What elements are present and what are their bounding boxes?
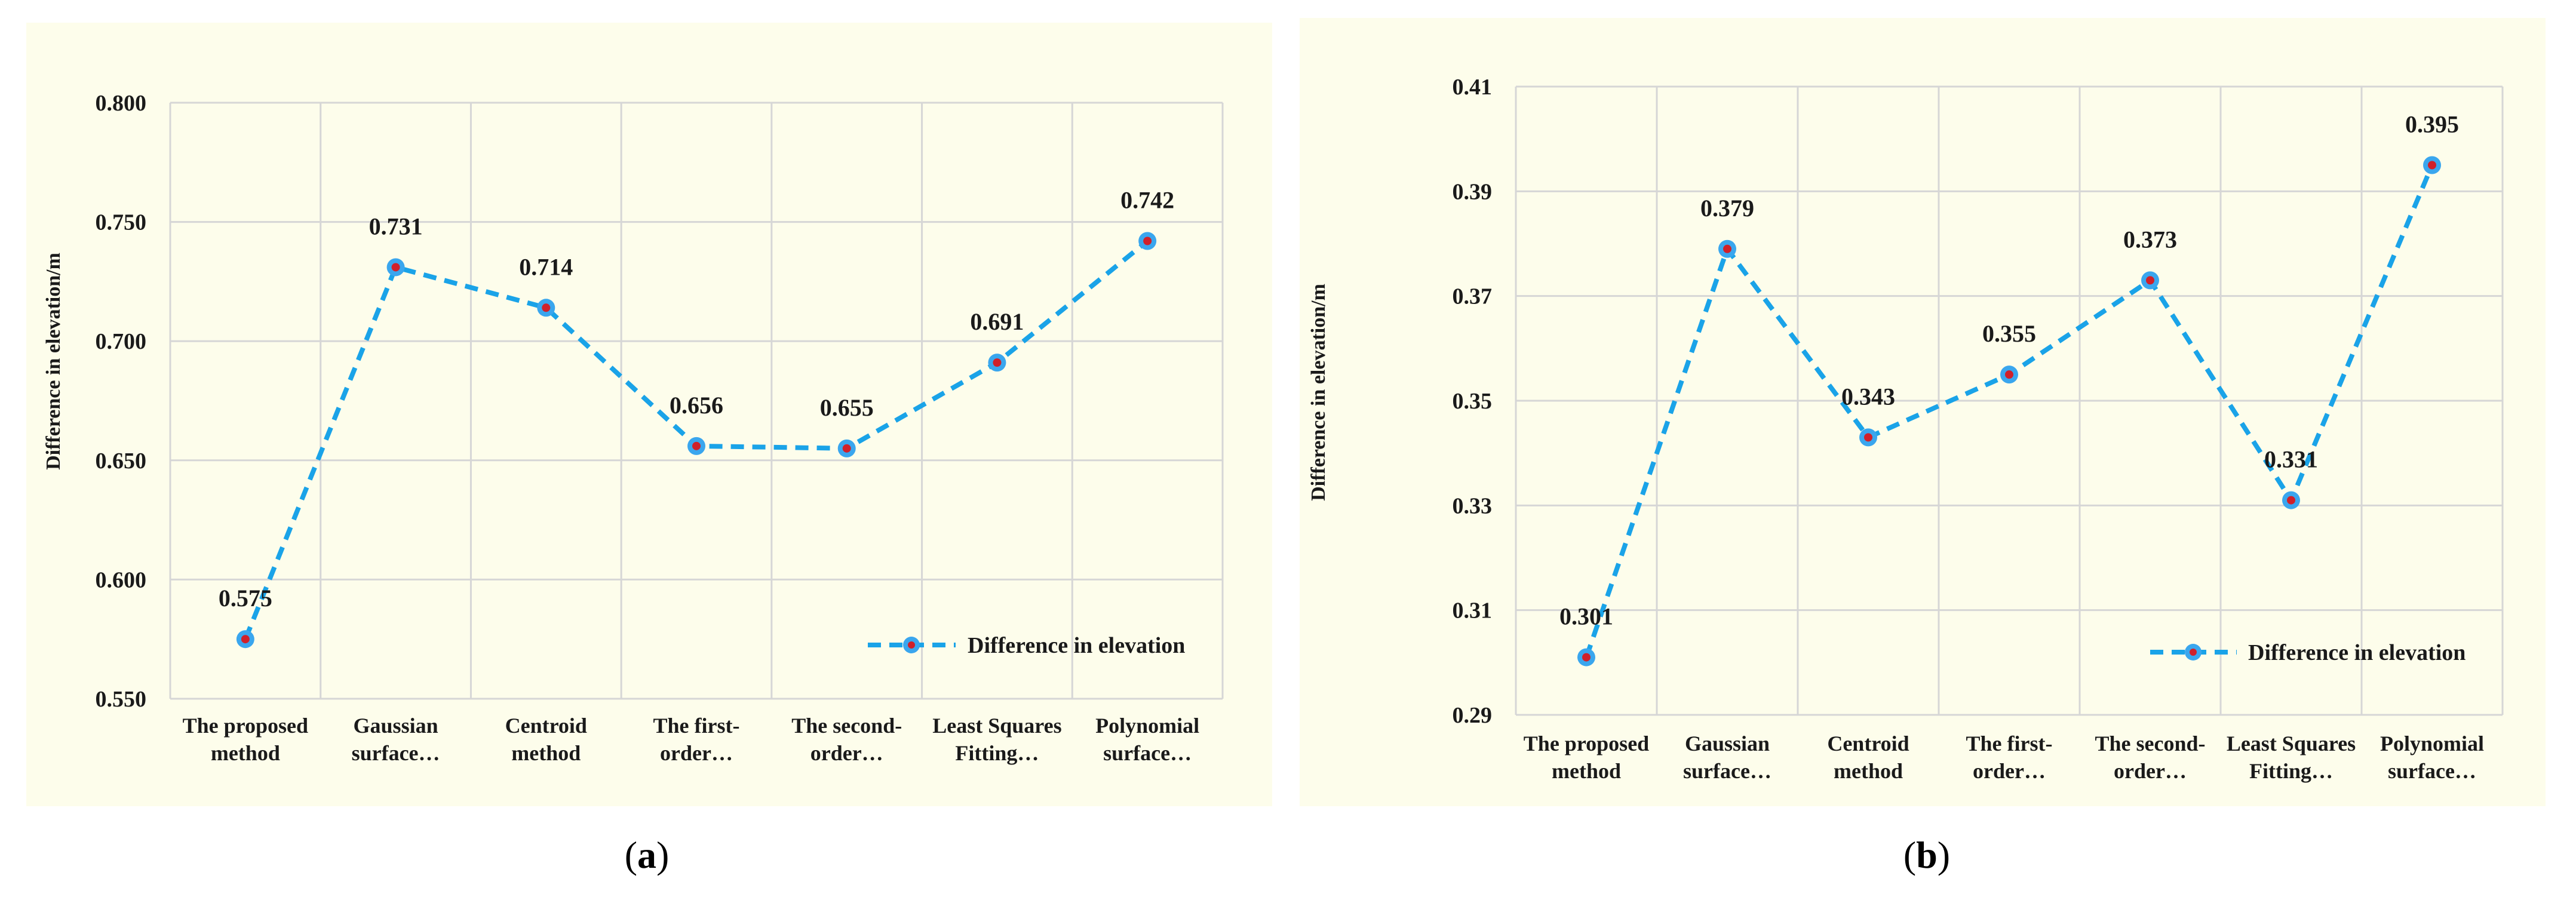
chart-a-data-point-center	[692, 441, 701, 450]
chart-b-y-tick-label: 0.35	[1453, 389, 1493, 414]
chart-b-data-point-center	[1582, 653, 1591, 662]
chart-a-series: 0.575 0.731 0.714 0.656 0.655 0.691 0.742	[219, 187, 1174, 649]
chart-b-y-tick-label: 0.29	[1453, 703, 1493, 728]
chart-b-data-point-center	[2146, 276, 2154, 285]
chart-a-data-label: 0.655	[820, 394, 874, 421]
chart-b-legend-marker-center	[2190, 649, 2197, 656]
chart-a-data-label: 0.575	[219, 585, 272, 612]
chart-a-y-tick-label: 0.650	[96, 449, 147, 474]
chart-b-y-tick-label: 0.39	[1453, 179, 1493, 204]
chart-b-y-tick-label: 0.41	[1453, 75, 1493, 100]
chart-a-data-point-center	[993, 358, 1002, 367]
chart-a-y-tick-label: 0.600	[96, 567, 147, 592]
chart-a-data-label: 0.691	[970, 308, 1024, 335]
chart-b-x-tick-label: order…	[2114, 759, 2187, 783]
chart-a-x-tick-label: Least Squares	[932, 714, 1061, 738]
chart-a-x-tick-label: surface…	[1103, 741, 1192, 765]
chart-b-data-label: 0.331	[2264, 446, 2318, 473]
chart-b-gridlines	[1515, 85, 2504, 716]
chart-a-gridlines	[169, 102, 1224, 700]
chart-b-x-tick-label: surface…	[1683, 759, 1771, 783]
chart-b-data-label: 0.355	[1982, 320, 2036, 347]
chart-b-x-tick-label: Polynomial	[2380, 732, 2484, 755]
chart-a-x-tick-label: order…	[810, 741, 883, 765]
chart-a-legend-marker-center	[908, 641, 915, 649]
chart-b-y-tick-label: 0.37	[1453, 284, 1493, 309]
chart-a-x-tick-label: Centroid	[505, 714, 587, 738]
chart-b-x-categories: The proposed method Gaussian surface… Centro…	[1524, 732, 2484, 783]
chart-a-data-label: 0.656	[670, 392, 723, 419]
chart-b-x-tick-label: Least Squares	[2227, 732, 2356, 755]
chart-a-x-tick-label: surface…	[352, 741, 440, 765]
panel-a-letter: a	[637, 834, 656, 876]
chart-a-background	[26, 23, 1272, 806]
chart-panel-b: 0.29 0.31 0.33 0.35 0.37 0.39 0.41 The propose…	[1300, 18, 2546, 806]
chart-a-x-tick-label: method	[211, 741, 280, 765]
chart-a-data-point-center	[1143, 236, 1152, 245]
panel-a-label: (a)	[625, 834, 670, 876]
chart-b-background	[1300, 18, 2546, 806]
chart-b-x-tick-label: The proposed	[1524, 732, 1649, 755]
chart-b-x-tick-label: Gaussian	[1685, 732, 1770, 755]
chart-a-data-label: 0.742	[1120, 187, 1174, 214]
chart-b-data-label: 0.301	[1559, 603, 1613, 630]
chart-a-x-tick-label: order…	[660, 741, 733, 765]
chart-a-y-tick-label: 0.800	[96, 91, 147, 116]
chart-b-x-tick-label: Fitting…	[2249, 759, 2333, 783]
panel-b-letter: b	[1916, 834, 1938, 876]
chart-b-data-point-center	[1723, 244, 1731, 253]
chart-a-y-axis-label: Difference in elevation/m	[42, 253, 65, 470]
chart-a-y-ticks: 0.550 0.600 0.650 0.700 0.750 0.800	[96, 91, 147, 712]
chart-b-x-tick-label: method	[1552, 759, 1621, 783]
chart-a-legend-label: Difference in elevation	[968, 633, 1185, 658]
chart-b-data-label: 0.373	[2123, 226, 2177, 253]
chart-b-data-point-center	[2287, 496, 2295, 505]
chart-a-x-tick-label: The first-	[653, 714, 740, 738]
chart-b-legend: Difference in elevation	[2150, 640, 2466, 665]
chart-a-x-tick-label: Polynomial	[1095, 714, 1199, 738]
chart-b-x-tick-label: method	[1834, 759, 1903, 783]
chart-a-y-tick-label: 0.550	[96, 687, 147, 712]
chart-b-x-tick-label: surface…	[2388, 759, 2476, 783]
chart-a-data-point-center	[542, 303, 551, 312]
chart-b-y-axis-label: Difference in elevation/m	[1307, 284, 1330, 501]
chart-a-x-tick-label: Fitting…	[955, 741, 1039, 765]
chart-b-y-tick-label: 0.31	[1453, 598, 1493, 623]
chart-b-y-ticks: 0.29 0.31 0.33 0.35 0.37 0.39 0.41	[1453, 75, 1493, 728]
chart-panel-a: 0.550 0.600 0.650 0.700 0.750 0.800 The propo…	[26, 23, 1272, 806]
chart-a-x-categories: The proposed method Gaussian surface… Centro…	[183, 714, 1199, 765]
chart-b-x-tick-label: The first-	[1966, 732, 2053, 755]
chart-a-x-tick-label: The second-	[791, 714, 902, 738]
chart-a-data-point-center	[241, 635, 250, 644]
chart-b-data-label: 0.343	[1841, 383, 1895, 410]
chart-b-x-tick-label: Centroid	[1827, 732, 1909, 755]
chart-b-data-label: 0.395	[2405, 111, 2459, 138]
chart-b-x-tick-label: order…	[1973, 759, 2046, 783]
chart-b-data-point-center	[2005, 370, 2013, 379]
chart-a-data-point-center	[391, 263, 400, 272]
chart-a-x-tick-label: Gaussian	[354, 714, 438, 738]
chart-b-series: 0.301 0.379 0.343 0.355 0.373 0.331 0.395	[1559, 111, 2459, 666]
chart-b-data-label: 0.379	[1700, 195, 1754, 222]
chart-a-y-tick-label: 0.700	[96, 329, 147, 354]
chart-b-data-point-center	[2428, 161, 2436, 170]
chart-b-y-tick-label: 0.33	[1453, 493, 1493, 518]
chart-b-x-tick-label: The second-	[2095, 732, 2205, 755]
chart-a-x-tick-label: The proposed	[183, 714, 308, 738]
chart-a-x-tick-label: method	[511, 741, 581, 765]
chart-b-legend-label: Difference in elevation	[2248, 640, 2466, 665]
chart-a-legend: Difference in elevation	[868, 633, 1185, 658]
chart-a-data-label: 0.731	[369, 213, 423, 239]
panel-b-label: (b)	[1903, 834, 1950, 876]
chart-a-y-tick-label: 0.750	[96, 210, 147, 235]
chart-a-data-label: 0.714	[519, 253, 573, 280]
chart-b-data-point-center	[1864, 433, 1872, 442]
chart-a-data-point-center	[842, 444, 851, 453]
